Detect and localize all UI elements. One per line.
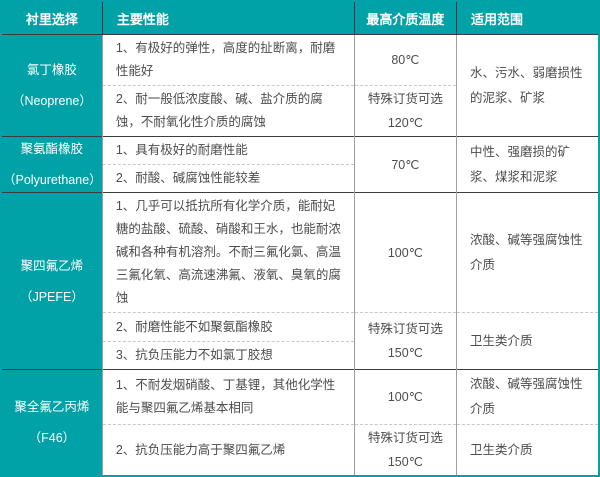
material-name: 聚全氟乙丙烯 — [14, 400, 90, 414]
max-temp-cell: 80℃ — [353, 34, 457, 86]
header-max-medium-temperature: 最高介质温度 — [353, 1, 457, 35]
max-temp-cell: 特殊订货可选 150℃ — [353, 424, 457, 476]
temp-line: 70℃ — [391, 157, 420, 172]
header-application-range: 适用范围 — [455, 1, 599, 35]
table-row: 聚四氟乙烯 （JPEFE） 1、几乎可以抵抗所有化学介质，能耐妃糖的盐酸、硫酸、… — [1, 192, 599, 370]
max-temp-cell: 特殊订货可选 150℃ — [353, 312, 457, 370]
table-row: 2、耐磨性能不如聚氨酯橡胶 特殊订货可选 150℃ 卫生类介质 — [1, 312, 599, 370]
performance-item: 1、有极好的弹性，高度的扯断离，耐磨性能好 — [101, 34, 355, 86]
header-main-performance: 主要性能 — [101, 1, 355, 35]
max-temp-cell: 70℃ — [353, 136, 457, 193]
application-range-cell: 中性、强磨损的矿浆、煤浆和泥浆 — [455, 136, 599, 193]
temp-line: 特殊订货可选 — [367, 322, 443, 336]
material-alias: （Polyurethane） — [3, 173, 102, 187]
max-temp-cell: 100℃ — [353, 192, 457, 313]
performance-item: 3、抗负压能力不如氯丁胶想 — [101, 341, 355, 370]
temp-line: 特殊订货可选 — [367, 431, 443, 445]
material-alias: （Neoprene） — [11, 94, 92, 108]
table-row: 2、耐一般低浓度酸、碱、盐介质的腐蚀，不耐氧化性介质的腐蚀 特殊订货可选 120… — [1, 85, 599, 137]
temp-line: 150℃ — [387, 455, 423, 469]
header-lining-choice: 衬里选择 — [1, 1, 103, 35]
max-temp-cell: 特殊订货可选 120℃ — [353, 85, 457, 137]
application-range-cell: 浓酸、碱等强腐蚀性介质 — [455, 369, 599, 425]
performance-item: 2、抗负压能力高于聚四氟乙烯 — [101, 424, 355, 476]
temp-line: 80℃ — [391, 53, 420, 67]
table-row: 3、抗负压能力不如氯丁胶想 — [1, 341, 599, 370]
table-row: 聚全氟乙丙烯 （F46） 1、不耐发烟硝酸、丁基锂，其他化学性能与聚四氟乙烯基本… — [1, 369, 599, 476]
material-alias: （F46） — [28, 431, 76, 445]
material-cell-neoprene: 氯丁橡胶 （Neoprene） — [1, 34, 103, 137]
material-cell-polyurethane: 聚氨酯橡胶 （Polyurethane） — [1, 136, 103, 193]
table-row: 氯丁橡胶 （Neoprene） 1、有极好的弹性，高度的扯断离，耐磨性能好 80… — [1, 34, 599, 137]
performance-item: 1、不耐发烟硝酸、丁基锂，其他化学性能与聚四氟乙烯基本相同 — [101, 369, 355, 425]
performance-item: 1、几乎可以抵抗所有化学介质，能耐妃糖的盐酸、硫酸、硝酸和王水，也能耐浓碱和各种… — [101, 192, 355, 313]
performance-item: 2、耐一般低浓度酸、碱、盐介质的腐蚀，不耐氧化性介质的腐蚀 — [101, 85, 355, 137]
temp-line: 特殊订货可选 — [367, 92, 443, 106]
performance-item: 2、耐磨性能不如聚氨酯橡胶 — [101, 312, 355, 342]
temp-line: 100℃ — [387, 390, 423, 404]
header-row: 衬里选择 主要性能 最高介质温度 适用范围 — [1, 1, 599, 35]
performance-item: 2、耐酸、碱腐蚀性能较差 — [101, 164, 355, 193]
temp-line: 150℃ — [387, 346, 423, 360]
material-name: 氯丁橡胶 — [26, 63, 77, 77]
max-temp-cell: 100℃ — [353, 369, 457, 425]
material-alias: （JPEFE） — [19, 289, 84, 304]
material-cell-ptfe: 聚四氟乙烯 （JPEFE） — [1, 192, 103, 370]
material-name: 聚四氟乙烯 — [20, 258, 84, 273]
material-cell-f46: 聚全氟乙丙烯 （F46） — [1, 369, 103, 476]
performance-item: 1、具有极好的耐磨性能 — [101, 136, 355, 165]
application-range-cell: 水、污水、弱磨损性的泥浆、矿浆 — [455, 34, 599, 137]
table-row: 2、耐酸、碱腐蚀性能较差 — [1, 164, 599, 193]
application-range-cell: 浓酸、碱等强腐蚀性介质 — [455, 192, 599, 313]
temp-line: 120℃ — [387, 116, 423, 130]
application-range-cell: 卫生类介质 — [455, 424, 599, 476]
application-range-cell: 卫生类介质 — [455, 312, 599, 370]
table-row: 聚氨酯橡胶 （Polyurethane） 1、具有极好的耐磨性能 70℃ 中性、… — [1, 136, 599, 193]
material-name: 聚氨酯橡胶 — [20, 142, 84, 156]
temp-line: 100℃ — [387, 245, 423, 260]
